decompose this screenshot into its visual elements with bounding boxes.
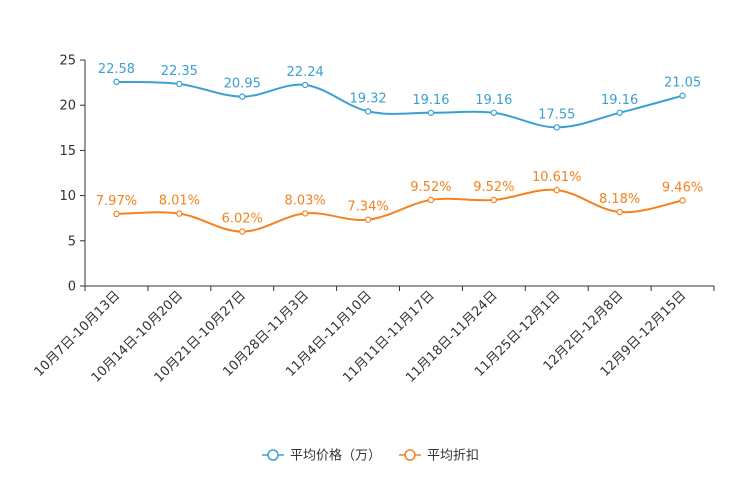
data-label: 7.34% — [347, 200, 388, 215]
legend-marker-icon — [404, 449, 416, 461]
y-tick-label: 25 — [59, 54, 76, 69]
data-point — [113, 210, 120, 218]
data-point — [427, 109, 435, 116]
legend-item-0: 平均价格（万） — [262, 448, 381, 464]
y-tick-label: 10 — [59, 189, 76, 204]
series-line — [116, 80, 683, 129]
data-point — [176, 80, 183, 88]
data-label: 17.55 — [538, 107, 575, 122]
data-label: 10.61% — [532, 170, 582, 185]
data-point — [301, 210, 309, 217]
data-label: 19.16 — [601, 93, 638, 108]
data-point — [427, 196, 435, 204]
data-label: 22.35 — [161, 64, 198, 79]
legend: 平均价格（万） 平均折扣 — [262, 448, 479, 464]
data-label: 21.05 — [664, 76, 701, 91]
series-0: 22.58 22.35 20.95 22.24 19.32 19.16 19.16 17.55… — [98, 62, 701, 131]
y-tick-label: 5 — [68, 234, 76, 249]
data-label: 8.01% — [159, 194, 200, 209]
data-label: 6.02% — [222, 212, 263, 227]
legend-label: 平均折扣 — [427, 449, 479, 464]
data-label: 22.24 — [287, 65, 324, 80]
legend-marker-icon — [267, 449, 279, 461]
series-line — [116, 188, 683, 233]
data-point — [301, 81, 309, 89]
data-label: 19.16 — [475, 93, 512, 108]
data-point — [490, 109, 498, 116]
legend-item-1: 平均折扣 — [399, 449, 479, 464]
y-tick-label: 15 — [59, 144, 76, 159]
data-label: 19.32 — [349, 91, 386, 106]
data-label: 19.16 — [412, 93, 449, 108]
data-label: 9.52% — [410, 180, 451, 195]
y-tick-label: 20 — [59, 99, 76, 114]
data-point — [364, 216, 372, 223]
data-point — [616, 208, 623, 216]
data-label: 22.58 — [98, 62, 135, 77]
series-layer: 22.58 22.35 20.95 22.24 19.32 19.16 19.16 17.55… — [96, 62, 703, 235]
data-label: 8.18% — [599, 192, 640, 207]
data-point — [490, 196, 498, 204]
series-1: 7.97% 8.01% 6.02% 8.03% 7.34% 9.52% 9.52% 10.61… — [96, 170, 703, 235]
data-point — [679, 197, 686, 204]
data-label: 20.95 — [224, 77, 261, 92]
data-label: 9.52% — [473, 180, 514, 195]
data-label: 7.97% — [96, 194, 137, 209]
y-tick-label: 0 — [68, 280, 76, 295]
data-point — [553, 124, 560, 131]
data-point — [239, 93, 246, 100]
data-point — [239, 228, 246, 235]
data-point — [553, 186, 560, 194]
data-point — [176, 210, 183, 217]
data-point — [113, 78, 120, 86]
data-label: 9.46% — [662, 180, 703, 195]
legend-label: 平均价格（万） — [290, 448, 381, 464]
data-label: 8.03% — [284, 193, 325, 208]
data-point — [616, 109, 623, 116]
data-point — [679, 92, 686, 99]
data-point — [364, 108, 372, 115]
